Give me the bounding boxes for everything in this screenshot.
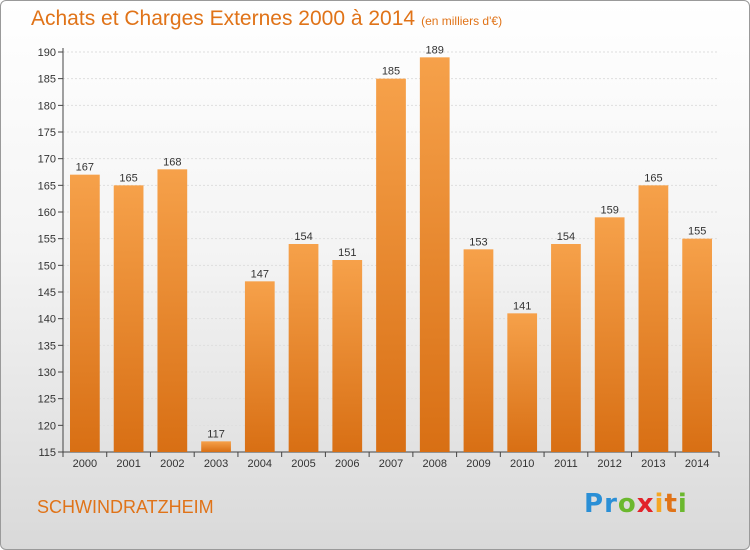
y-tick-label: 135 — [38, 340, 56, 352]
x-tick-label: 2010 — [510, 458, 534, 470]
x-tick-label: 2004 — [248, 458, 272, 470]
bar-value-label: 154 — [557, 231, 575, 243]
chart-subtitle: (en milliers d'€) — [421, 14, 503, 28]
bar-value-label: 147 — [251, 268, 269, 280]
bar — [551, 244, 581, 452]
x-tick-label: 2005 — [291, 458, 315, 470]
y-tick-label: 115 — [38, 447, 56, 459]
bar-value-label: 185 — [382, 66, 400, 78]
bar — [507, 313, 538, 452]
x-tick-label: 2012 — [597, 458, 621, 470]
bar — [244, 281, 275, 452]
x-tick-label: 2009 — [466, 458, 490, 470]
bar — [201, 441, 231, 452]
proxiti-logo: Proxiti — [584, 489, 688, 519]
x-tick-label: 2013 — [641, 458, 665, 470]
bar-value-label: 117 — [207, 428, 225, 440]
bar — [376, 78, 406, 453]
bar-value-label: 165 — [119, 172, 137, 184]
x-tick-label: 2007 — [379, 458, 403, 470]
bar — [113, 185, 144, 453]
bar — [419, 57, 450, 452]
y-tick-label: 140 — [38, 314, 56, 326]
bar — [463, 249, 494, 452]
y-tick-label: 160 — [38, 207, 56, 219]
logo-letter: i — [654, 489, 665, 519]
logo-letter: r — [604, 489, 618, 519]
x-tick-label: 2000 — [73, 458, 97, 470]
y-tick-label: 185 — [38, 74, 56, 86]
y-tick-label: 145 — [38, 287, 56, 299]
bar-value-label: 167 — [76, 162, 94, 174]
y-tick-label: 120 — [38, 420, 56, 432]
bar-value-label: 151 — [338, 247, 356, 259]
bar-value-label: 154 — [294, 231, 312, 243]
logo-letter: o — [617, 489, 637, 519]
bar — [682, 238, 713, 452]
bar — [157, 169, 188, 453]
bar — [288, 244, 319, 452]
y-tick-label: 175 — [38, 127, 56, 139]
x-tick-label: 2011 — [554, 458, 578, 470]
bar — [594, 217, 625, 452]
x-tick-label: 2014 — [685, 458, 709, 470]
bar — [69, 174, 100, 452]
bar — [638, 185, 669, 453]
bar-value-label: 159 — [600, 204, 618, 216]
y-tick-label: 150 — [38, 260, 56, 272]
y-tick-label: 180 — [38, 100, 56, 112]
logo-letter: i — [677, 489, 688, 519]
commune-name: SCHWINDRATZHEIM — [37, 497, 214, 517]
bar-value-label: 168 — [163, 156, 181, 168]
y-tick-label: 130 — [38, 367, 56, 379]
y-tick-label: 165 — [38, 180, 56, 192]
bar-value-label: 189 — [426, 44, 444, 56]
chart-title-text: Achats et Charges Externes 2000 à 2014 — [31, 7, 416, 30]
y-tick-label: 190 — [38, 47, 56, 59]
x-tick-label: 2001 — [116, 458, 140, 470]
x-tick-label: 2002 — [160, 458, 184, 470]
bar-value-label: 153 — [469, 236, 487, 248]
x-tick-label: 2003 — [204, 458, 228, 470]
bar-value-label: 165 — [644, 172, 662, 184]
logo-letter: t — [664, 489, 678, 519]
x-tick-label: 2008 — [422, 458, 446, 470]
bar-value-label: 141 — [513, 300, 531, 312]
bar-value-label: 155 — [688, 226, 706, 238]
logo-letter: P — [584, 489, 605, 519]
logo-letter: x — [636, 489, 655, 519]
bar — [332, 260, 363, 452]
y-tick-label: 170 — [38, 154, 56, 166]
y-tick-label: 125 — [38, 394, 56, 406]
x-tick-label: 2006 — [335, 458, 359, 470]
y-tick-label: 155 — [38, 234, 56, 246]
chart-title: Achats et Charges Externes 2000 à 2014 (e… — [31, 7, 502, 31]
